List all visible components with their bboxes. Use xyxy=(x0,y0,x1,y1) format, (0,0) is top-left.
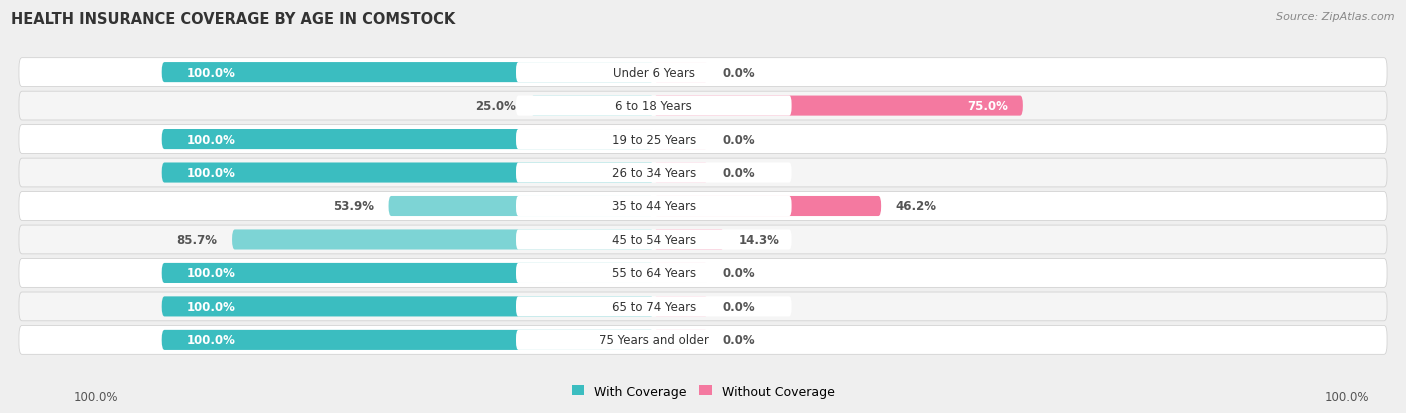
Text: HEALTH INSURANCE COVERAGE BY AGE IN COMSTOCK: HEALTH INSURANCE COVERAGE BY AGE IN COMS… xyxy=(11,12,456,27)
FancyBboxPatch shape xyxy=(654,330,707,350)
Text: 46.2%: 46.2% xyxy=(896,200,936,213)
Text: 100.0%: 100.0% xyxy=(186,300,235,313)
Text: 53.9%: 53.9% xyxy=(333,200,374,213)
FancyBboxPatch shape xyxy=(516,63,792,83)
FancyBboxPatch shape xyxy=(162,163,654,183)
FancyBboxPatch shape xyxy=(18,192,1386,221)
FancyBboxPatch shape xyxy=(18,259,1386,287)
Text: 0.0%: 0.0% xyxy=(723,267,755,280)
Text: 19 to 25 Years: 19 to 25 Years xyxy=(612,133,696,146)
FancyBboxPatch shape xyxy=(654,197,882,216)
Text: 100.0%: 100.0% xyxy=(186,66,235,79)
Text: Under 6 Years: Under 6 Years xyxy=(613,66,695,79)
Text: 100.0%: 100.0% xyxy=(186,334,235,347)
Text: 55 to 64 Years: 55 to 64 Years xyxy=(612,267,696,280)
Text: 14.3%: 14.3% xyxy=(740,233,780,247)
Text: 65 to 74 Years: 65 to 74 Years xyxy=(612,300,696,313)
FancyBboxPatch shape xyxy=(516,197,792,216)
FancyBboxPatch shape xyxy=(531,96,654,116)
Text: 35 to 44 Years: 35 to 44 Years xyxy=(612,200,696,213)
Text: 100.0%: 100.0% xyxy=(73,390,118,403)
FancyBboxPatch shape xyxy=(162,130,654,150)
Text: 0.0%: 0.0% xyxy=(723,66,755,79)
Text: 100.0%: 100.0% xyxy=(186,166,235,180)
Text: 26 to 34 Years: 26 to 34 Years xyxy=(612,166,696,180)
Text: 85.7%: 85.7% xyxy=(176,233,218,247)
FancyBboxPatch shape xyxy=(162,330,654,350)
FancyBboxPatch shape xyxy=(654,163,707,183)
Text: 25.0%: 25.0% xyxy=(475,100,516,113)
FancyBboxPatch shape xyxy=(654,96,1024,116)
FancyBboxPatch shape xyxy=(516,96,792,116)
Text: 100.0%: 100.0% xyxy=(1324,390,1369,403)
FancyBboxPatch shape xyxy=(654,230,724,250)
Text: 75.0%: 75.0% xyxy=(967,100,1008,113)
FancyBboxPatch shape xyxy=(516,263,792,283)
Text: Source: ZipAtlas.com: Source: ZipAtlas.com xyxy=(1277,12,1395,22)
FancyBboxPatch shape xyxy=(516,130,792,150)
FancyBboxPatch shape xyxy=(18,292,1386,321)
FancyBboxPatch shape xyxy=(516,163,792,183)
FancyBboxPatch shape xyxy=(18,326,1386,354)
Legend: With Coverage, Without Coverage: With Coverage, Without Coverage xyxy=(567,380,839,403)
FancyBboxPatch shape xyxy=(18,92,1386,121)
FancyBboxPatch shape xyxy=(654,63,707,83)
Text: 6 to 18 Years: 6 to 18 Years xyxy=(616,100,692,113)
FancyBboxPatch shape xyxy=(162,297,654,317)
FancyBboxPatch shape xyxy=(388,197,654,216)
FancyBboxPatch shape xyxy=(18,225,1386,254)
FancyBboxPatch shape xyxy=(232,230,654,250)
Text: 0.0%: 0.0% xyxy=(723,133,755,146)
Text: 100.0%: 100.0% xyxy=(186,133,235,146)
Text: 100.0%: 100.0% xyxy=(186,267,235,280)
FancyBboxPatch shape xyxy=(162,63,654,83)
Text: 0.0%: 0.0% xyxy=(723,334,755,347)
FancyBboxPatch shape xyxy=(18,59,1386,87)
Text: 45 to 54 Years: 45 to 54 Years xyxy=(612,233,696,247)
FancyBboxPatch shape xyxy=(654,297,707,317)
Text: 75 Years and older: 75 Years and older xyxy=(599,334,709,347)
FancyBboxPatch shape xyxy=(18,126,1386,154)
Text: 0.0%: 0.0% xyxy=(723,300,755,313)
Text: 0.0%: 0.0% xyxy=(723,166,755,180)
FancyBboxPatch shape xyxy=(516,330,792,350)
FancyBboxPatch shape xyxy=(654,130,707,150)
FancyBboxPatch shape xyxy=(654,263,707,283)
FancyBboxPatch shape xyxy=(516,230,792,250)
FancyBboxPatch shape xyxy=(516,297,792,317)
FancyBboxPatch shape xyxy=(18,159,1386,188)
FancyBboxPatch shape xyxy=(162,263,654,283)
